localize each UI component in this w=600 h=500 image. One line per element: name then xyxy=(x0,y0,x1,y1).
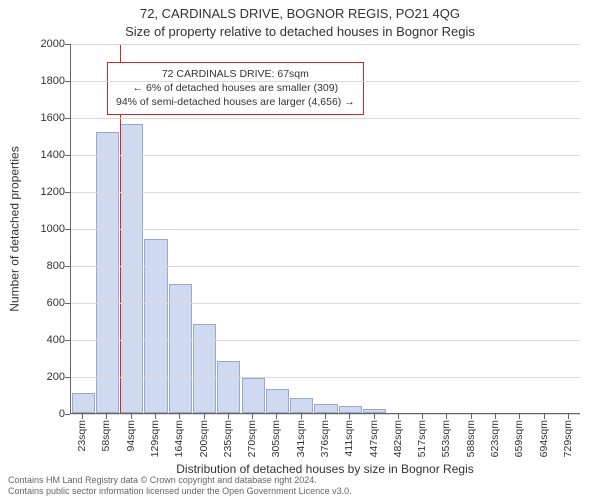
bar xyxy=(120,124,143,413)
bar xyxy=(290,398,313,413)
x-axis-label: Distribution of detached houses by size … xyxy=(70,462,580,476)
xtick-mark xyxy=(398,414,399,419)
xtick-mark xyxy=(252,414,253,419)
xtick-mark xyxy=(301,414,302,419)
xtick-mark xyxy=(374,414,375,419)
bar xyxy=(193,324,216,413)
ytick-mark xyxy=(65,192,70,193)
xtick-mark xyxy=(544,414,545,419)
xtick-mark xyxy=(495,414,496,419)
ytick-label: 600 xyxy=(25,297,65,309)
bar xyxy=(217,361,240,413)
xtick-mark xyxy=(519,414,520,419)
ytick-mark xyxy=(65,266,70,267)
footer-line1: Contains HM Land Registry data © Crown c… xyxy=(8,475,352,485)
xtick-mark xyxy=(325,414,326,419)
xtick-mark xyxy=(106,414,107,419)
ytick-label: 0 xyxy=(25,408,65,420)
gridline xyxy=(71,377,580,378)
ytick-mark xyxy=(65,44,70,45)
chart-title-line2: Size of property relative to detached ho… xyxy=(0,24,600,39)
plot-area: 72 CARDINALS DRIVE: 67sqm← 6% of detache… xyxy=(70,44,580,414)
annotation-line: ← 6% of detached houses are smaller (309… xyxy=(116,81,355,95)
xtick-mark xyxy=(82,414,83,419)
ytick-label: 1800 xyxy=(25,75,65,87)
ytick-label: 400 xyxy=(25,334,65,346)
ytick-mark xyxy=(65,155,70,156)
gridline xyxy=(71,266,580,267)
xtick-mark xyxy=(568,414,569,419)
ytick-label: 1400 xyxy=(25,149,65,161)
chart-title-line1: 72, CARDINALS DRIVE, BOGNOR REGIS, PO21 … xyxy=(0,6,600,21)
xtick-mark xyxy=(155,414,156,419)
ytick-label: 1000 xyxy=(25,223,65,235)
xtick-mark xyxy=(276,414,277,419)
annotation-line: 72 CARDINALS DRIVE: 67sqm xyxy=(116,67,355,81)
ytick-label: 800 xyxy=(25,260,65,272)
ytick-mark xyxy=(65,340,70,341)
xtick-mark xyxy=(204,414,205,419)
xtick-mark xyxy=(471,414,472,419)
gridline xyxy=(71,229,580,230)
chart-container: 72, CARDINALS DRIVE, BOGNOR REGIS, PO21 … xyxy=(0,0,600,500)
xtick-mark xyxy=(422,414,423,419)
gridline xyxy=(71,118,580,119)
gridline xyxy=(71,340,580,341)
gridline xyxy=(71,155,580,156)
ytick-mark xyxy=(65,377,70,378)
footer-attribution: Contains HM Land Registry data © Crown c… xyxy=(8,475,352,496)
ytick-mark xyxy=(65,81,70,82)
xtick-mark xyxy=(131,414,132,419)
ytick-label: 2000 xyxy=(25,38,65,50)
gridline xyxy=(71,81,580,82)
bar xyxy=(96,132,119,413)
ytick-mark xyxy=(65,118,70,119)
ytick-label: 1600 xyxy=(25,112,65,124)
xtick-mark xyxy=(349,414,350,419)
ytick-mark xyxy=(65,303,70,304)
bar xyxy=(314,404,337,413)
annotation-box: 72 CARDINALS DRIVE: 67sqm← 6% of detache… xyxy=(107,62,364,115)
annotation-line: 94% of semi-detached houses are larger (… xyxy=(116,95,355,109)
ytick-label: 200 xyxy=(25,371,65,383)
xtick-mark xyxy=(179,414,180,419)
bar xyxy=(242,378,265,413)
footer-line2: Contains public sector information licen… xyxy=(8,486,352,496)
gridline xyxy=(71,44,580,45)
gridline xyxy=(71,192,580,193)
bar xyxy=(363,409,386,413)
xtick-mark xyxy=(446,414,447,419)
y-axis-label-wrap: Number of detached properties xyxy=(6,44,24,414)
ytick-mark xyxy=(65,414,70,415)
ytick-mark xyxy=(65,229,70,230)
bar xyxy=(339,406,362,413)
xtick-mark xyxy=(228,414,229,419)
bar xyxy=(266,389,289,413)
bar xyxy=(72,393,95,413)
y-axis-label: Number of detached properties xyxy=(8,146,22,311)
ytick-label: 1200 xyxy=(25,186,65,198)
gridline xyxy=(71,303,580,304)
